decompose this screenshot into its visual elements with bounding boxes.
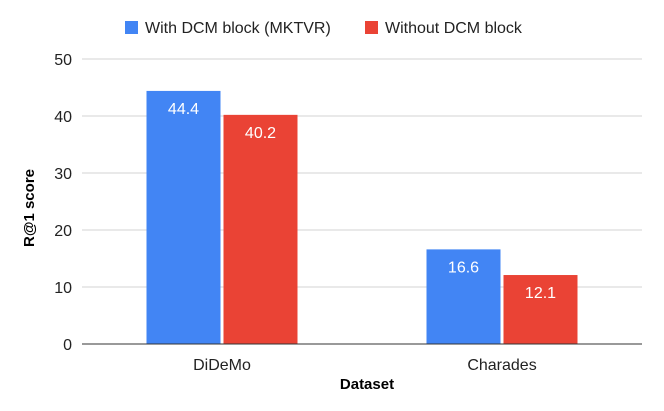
bar-value-label: 12.1 (525, 285, 556, 302)
x-tick-labels: DiDeMo Charades (193, 357, 537, 374)
x-tick-label: Charades (467, 357, 536, 374)
bar-didemo-series-1 (223, 114, 298, 344)
x-axis-title: Dataset (340, 376, 394, 393)
legend-label: With DCM block (MKTVR) (145, 20, 331, 37)
x-tick-label: DiDeMo (193, 357, 251, 374)
y-axis-title: R@1 score (21, 169, 38, 247)
bars (146, 90, 578, 344)
legend-swatch (125, 21, 138, 34)
bar-didemo-series-0 (146, 90, 221, 344)
y-tick-label: 50 (54, 52, 72, 69)
bar-charades-series-0 (426, 249, 501, 344)
y-tick-labels: 0 10 20 30 40 50 (54, 52, 72, 354)
y-tick-label: 0 (63, 337, 72, 354)
legend: With DCM block (MKTVR) Without DCM block (125, 20, 523, 37)
legend-label: Without DCM block (385, 20, 523, 37)
bar-data-labels: 44.4 40.2 16.6 12.1 (168, 101, 556, 302)
bar-value-label: 40.2 (245, 125, 276, 142)
y-tick-label: 10 (54, 280, 72, 297)
bar-value-label: 44.4 (168, 101, 199, 118)
y-tick-label: 20 (54, 223, 72, 240)
y-tick-label: 40 (54, 109, 72, 126)
bar-value-label: 16.6 (448, 259, 479, 276)
y-tick-label: 30 (54, 166, 72, 183)
bar-charades-series-1 (503, 275, 578, 344)
legend-swatch (365, 21, 378, 34)
